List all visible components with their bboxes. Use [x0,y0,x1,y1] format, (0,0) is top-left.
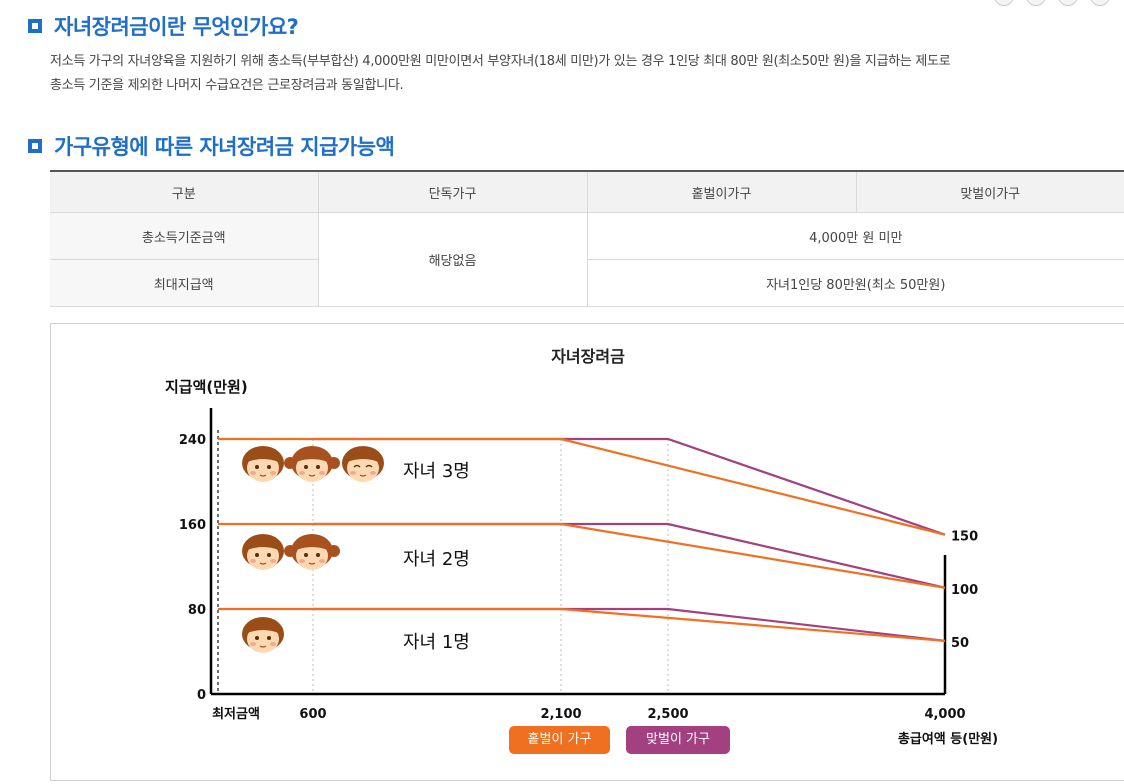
child-face-icon [284,534,340,570]
description-line: 총소득 기준을 제외한 나머지 수급요건은 근로장려금과 동일합니다. [50,78,404,93]
table-header-row: 구분 단독가구 홑벌이가구 맞벌이가구 [50,170,1124,213]
group-label: 자녀 2명 [403,549,470,570]
child-face-icon [242,617,284,653]
single-earner-line [218,437,946,536]
legend-label: 홑벌이 가구 [527,732,592,747]
right-value-label: 50 [951,636,969,651]
section-title: 자녀장려금이란 무엇인가요? [54,15,299,39]
section-title: 가구유형에 따른 자녀장려금 지급가능액 [54,135,395,159]
table-header: 구분 [50,170,319,213]
table-row: 최대지급액 자녀1인당 80만원(최소 50만원) [50,259,1124,307]
dual-earner-line [313,437,946,536]
right-value-label: 150 [951,530,978,545]
group-label: 자녀 1명 [403,632,470,653]
table-header: 홑벌이가구 [586,170,857,213]
single-earner-line [218,522,946,589]
legend-dual-earner[interactable]: 맞벌이 가구 [626,726,730,754]
y-tick-label: 0 [197,688,206,703]
x-tick-label: 최저금액 [212,707,260,722]
x-axis-label: 총급여액 등(만원) [898,731,998,747]
child-face-icon [342,446,384,482]
x-tick-label: 4,000 [924,707,965,722]
row-label: 최대지급액 [50,259,319,307]
square-bullet-icon [28,19,42,33]
chart-container [50,323,1124,781]
x-tick-label: 2,100 [540,707,581,722]
y-axis-label: 지급액(만원) [165,378,248,396]
legend-label: 맞벌이 가구 [646,732,710,747]
y-tick-label: 240 [179,433,206,448]
max-payment-value: 자녀1인당 80만원(최소 50만원) [586,259,1124,307]
section-heading-amounts: 가구유형에 따른 자녀장려금 지급가능액 [28,131,395,161]
x-tick-label: 2,500 [647,707,688,722]
legend-single-earner[interactable]: 홑벌이 가구 [509,726,610,754]
child-face-icon [242,534,284,570]
y-tick-label: 80 [188,603,206,618]
row-label: 총소득기준금액 [50,212,319,260]
child-face-icon [284,446,340,482]
table-row: 총소득기준금액 해당없음 4,000만 원 미만 [50,212,1124,307]
child-face-icon [242,446,284,482]
table-header: 단독가구 [317,170,588,213]
y-tick-label: 160 [179,518,206,533]
top-pagination-dots [994,0,1124,6]
single-earner-line [218,607,946,642]
chart-title: 자녀장려금 [551,347,625,366]
group-label: 자녀 3명 [403,461,470,482]
description-line: 저소득 가구의 자녀양육을 지원하기 위해 총소득(부부합산) 4,000만원 … [50,54,951,69]
eligibility-table: 구분 단독가구 홑벌이가구 맞벌이가구 총소득기준금액 해당없음 4,000만 … [50,170,1124,307]
x-tick-label: 600 [299,707,326,722]
section-heading-what-is: 자녀장려금이란 무엇인가요? [28,11,299,41]
square-bullet-icon [28,139,42,153]
table-header: 맞벌이가구 [855,170,1124,213]
right-value-label: 100 [951,583,978,598]
single-household-value: 해당없음 [317,212,588,307]
description: 저소득 가구의 자녀양육을 지원하기 위해 총소득(부부합산) 4,000만원 … [50,50,1120,98]
income-criteria-value: 4,000만 원 미만 [586,212,1124,260]
